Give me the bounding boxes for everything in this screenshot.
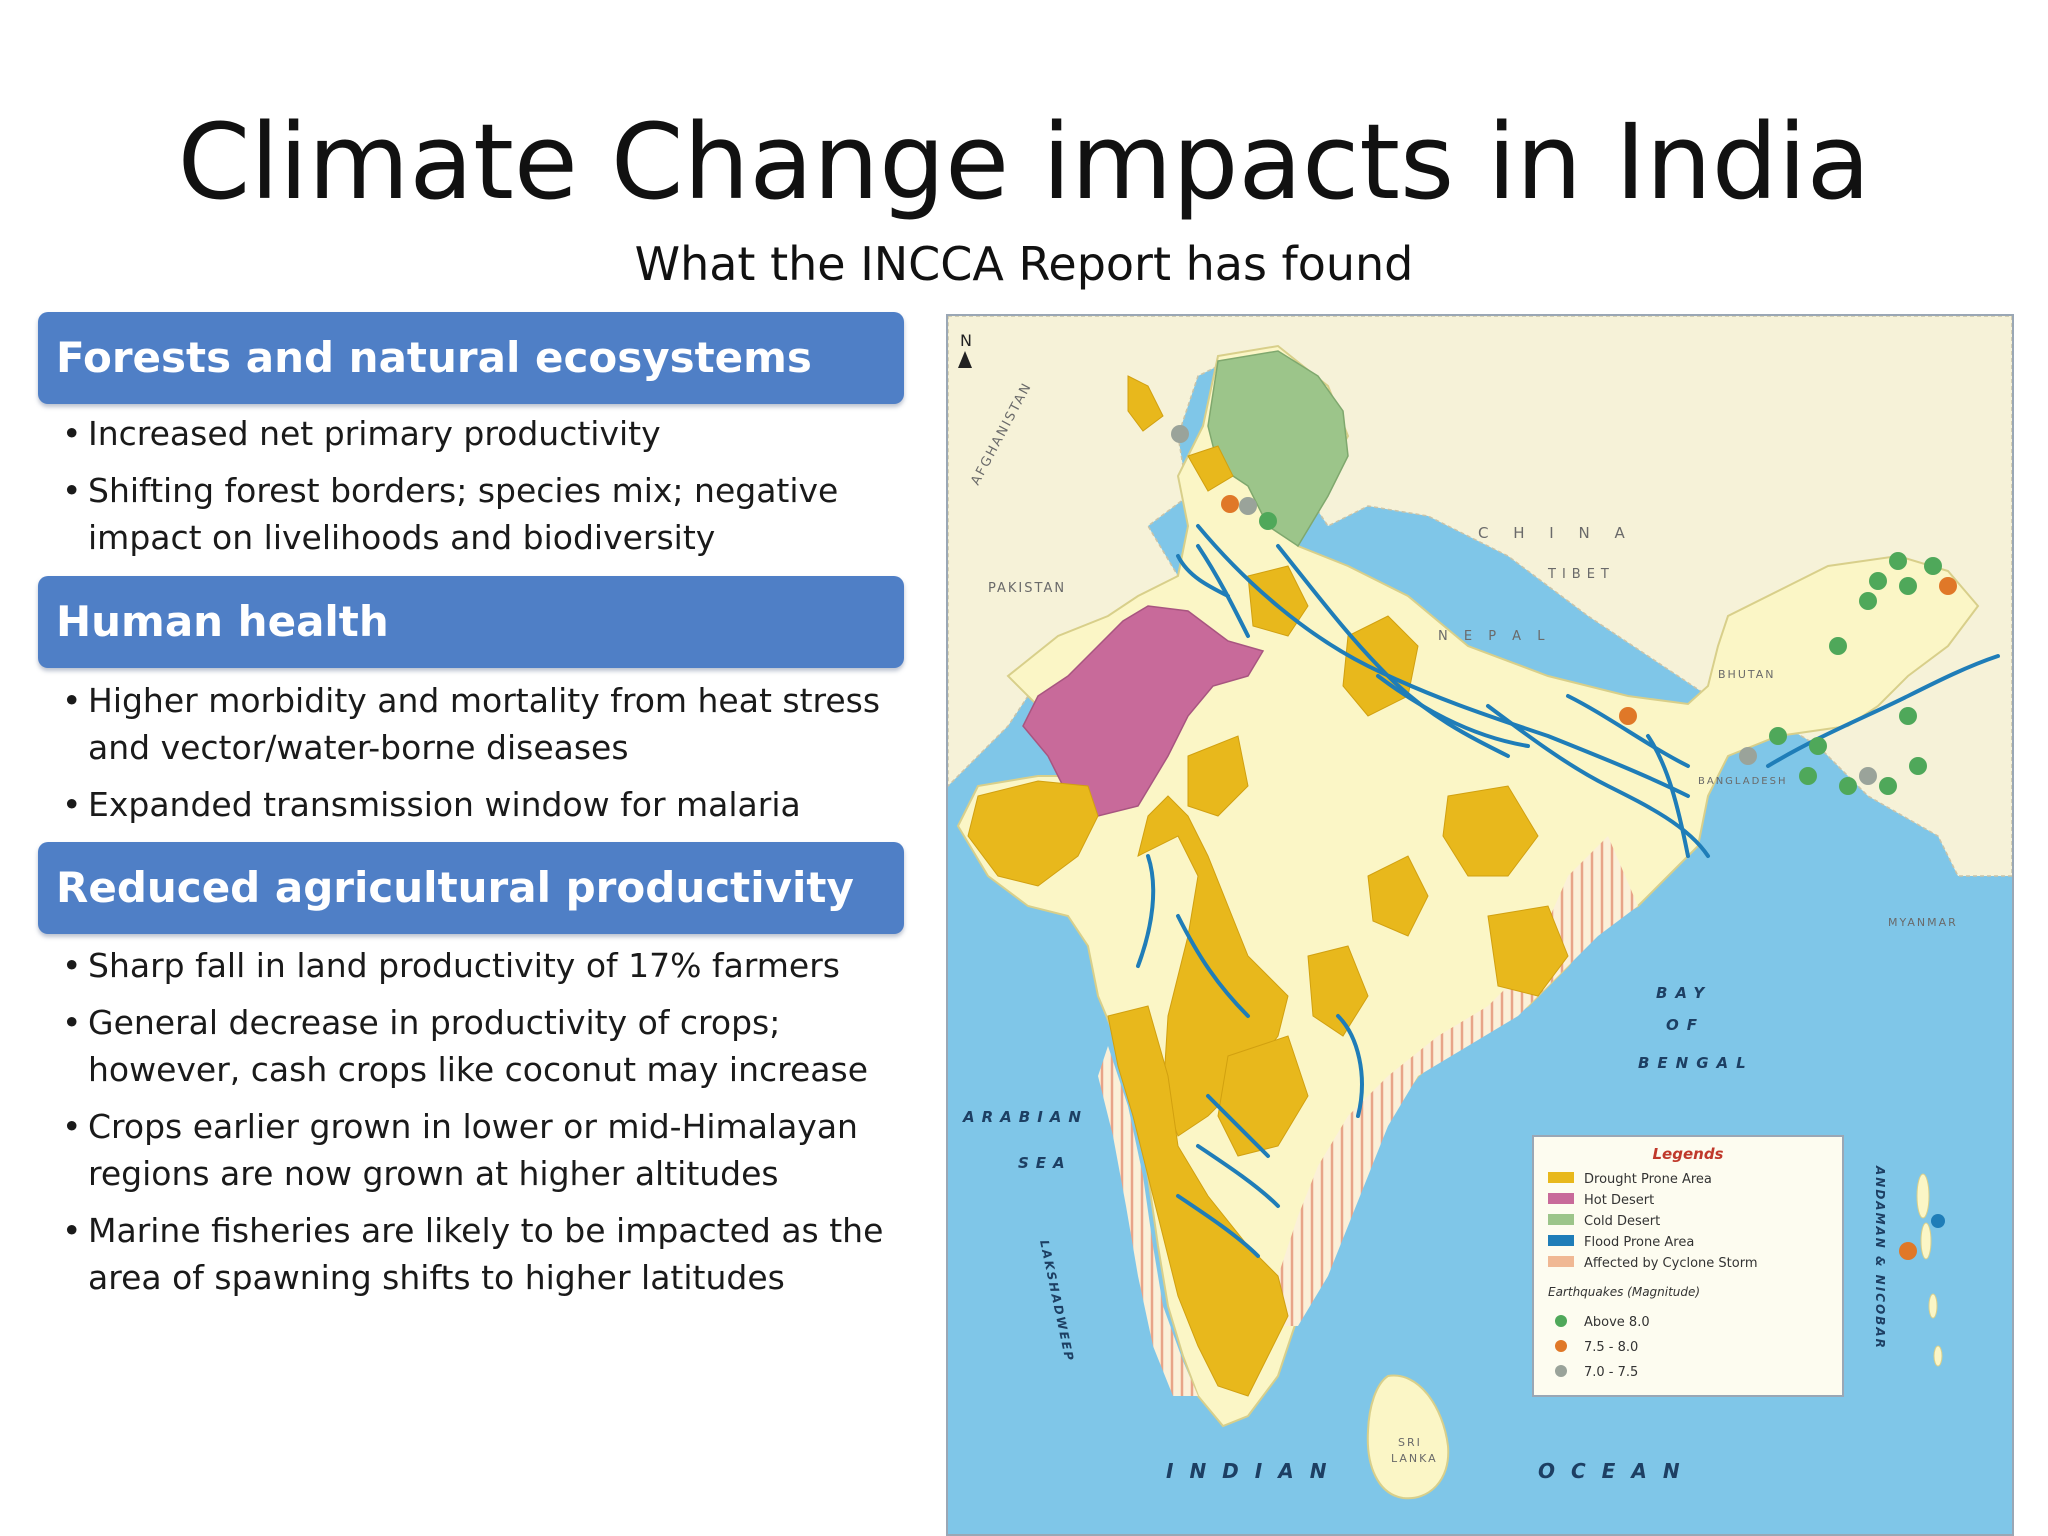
label-bhutan: BHUTAN bbox=[1718, 668, 1776, 681]
bullet-list-health: Higher morbidity and mortality from heat… bbox=[60, 677, 890, 838]
slide-subtitle: What the INCCA Report has found bbox=[634, 237, 1414, 291]
legend-swatch-cyclone bbox=[1548, 1256, 1574, 1267]
list-item: General decrease in productivity of crop… bbox=[60, 999, 890, 1093]
section-header-forests: Forests and natural ecosystems bbox=[38, 312, 904, 404]
label-bay-2: OF bbox=[1666, 1016, 1705, 1034]
section-header-label: Human health bbox=[56, 597, 389, 646]
bullet-list-forests: Increased net primary productivity Shift… bbox=[60, 410, 890, 571]
list-item: Higher morbidity and mortality from heat… bbox=[60, 677, 890, 771]
label-sri-lanka-2: LANKA bbox=[1391, 1452, 1438, 1465]
sri-lanka bbox=[1366, 1374, 1450, 1500]
legend-swatch-drought bbox=[1548, 1172, 1574, 1183]
list-item: Increased net primary productivity bbox=[60, 410, 890, 457]
legend-label-flood: Flood Prone Area bbox=[1584, 1235, 1694, 1250]
section-header-health: Human health bbox=[38, 576, 904, 668]
hot-desert-region bbox=[1022, 605, 1265, 817]
legend-label-above-8: Above 8.0 bbox=[1584, 1315, 1650, 1330]
label-china: C H I N A bbox=[1478, 524, 1635, 542]
india-climate-map: N AFGHANISTAN PAKISTAN C H I N A TIBET N… bbox=[946, 314, 2014, 1536]
legend-label-drought: Drought Prone Area bbox=[1584, 1172, 1712, 1187]
label-arabian-sea-1: ARABIAN bbox=[962, 1108, 1088, 1126]
bullet-list-agriculture: Sharp fall in land productivity of 17% f… bbox=[60, 942, 890, 1311]
list-item: Shifting forest borders; species mix; ne… bbox=[60, 467, 890, 561]
label-bangladesh: BANGLADESH bbox=[1698, 776, 1787, 787]
legend-label-7-7-5: 7.0 - 7.5 bbox=[1584, 1365, 1638, 1380]
legend-title: Legends bbox=[1653, 1145, 1724, 1163]
list-item: Marine fisheries are likely to be impact… bbox=[60, 1207, 890, 1301]
legend-swatch-cold-desert bbox=[1548, 1214, 1574, 1225]
legend-label-cold-desert: Cold Desert bbox=[1584, 1214, 1660, 1229]
label-myanmar: MYANMAR bbox=[1888, 916, 1958, 929]
earthquake-markers bbox=[1171, 425, 1957, 1260]
label-bay-3: BENGAL bbox=[1638, 1054, 1754, 1072]
slide-title: Climate Change impacts in India bbox=[177, 101, 1871, 223]
legend-dot-7-7-5 bbox=[1555, 1365, 1567, 1377]
label-sri-lanka-1: SRI bbox=[1398, 1436, 1422, 1449]
legend-quake-title: Earthquakes (Magnitude) bbox=[1548, 1285, 1700, 1299]
section-header-label: Forests and natural ecosystems bbox=[56, 333, 812, 382]
list-item: Crops earlier grown in lower or mid-Hima… bbox=[60, 1103, 890, 1197]
label-lakshadweep: LAKSHADWEEP bbox=[1037, 1239, 1077, 1364]
label-nepal: N E P A L bbox=[1438, 629, 1550, 644]
legend-label-cyclone: Affected by Cyclone Storm bbox=[1584, 1256, 1758, 1271]
label-tibet: TIBET bbox=[1547, 567, 1615, 582]
legend-swatch-hot-desert bbox=[1548, 1193, 1574, 1204]
label-andaman: ANDAMAN & NICOBAR bbox=[1873, 1165, 1887, 1350]
section-header-label: Reduced agricultural productivity bbox=[56, 863, 854, 912]
north-label: N bbox=[960, 331, 972, 350]
legend-swatch-flood bbox=[1548, 1235, 1574, 1246]
label-indian: INDIAN bbox=[1166, 1459, 1342, 1483]
flood-prone-rivers bbox=[1136, 524, 2000, 1258]
legend-label-7-5-8: 7.5 - 8.0 bbox=[1584, 1340, 1638, 1355]
north-arrow-icon bbox=[958, 351, 972, 368]
legend-dot-above-8 bbox=[1555, 1315, 1567, 1327]
map-svg: N AFGHANISTAN PAKISTAN C H I N A TIBET N… bbox=[948, 316, 2012, 1500]
section-header-agriculture: Reduced agricultural productivity bbox=[38, 842, 904, 934]
andaman-islands bbox=[1916, 1173, 1943, 1367]
label-pakistan: PAKISTAN bbox=[988, 581, 1066, 596]
legend-label-hot-desert: Hot Desert bbox=[1584, 1193, 1654, 1208]
label-arabian-sea-2: SEA bbox=[1018, 1154, 1072, 1172]
label-bay-1: BAY bbox=[1656, 984, 1712, 1002]
label-ocean: OCEAN bbox=[1538, 1459, 1696, 1483]
legend-dot-7-5-8 bbox=[1555, 1340, 1567, 1352]
map-legend: Legends Drought Prone Area Hot Desert Co… bbox=[1532, 1135, 1844, 1397]
list-item: Expanded transmission window for malaria bbox=[60, 781, 890, 828]
list-item: Sharp fall in land productivity of 17% f… bbox=[60, 942, 890, 989]
cyclone-west-coast bbox=[1098, 1046, 1198, 1396]
